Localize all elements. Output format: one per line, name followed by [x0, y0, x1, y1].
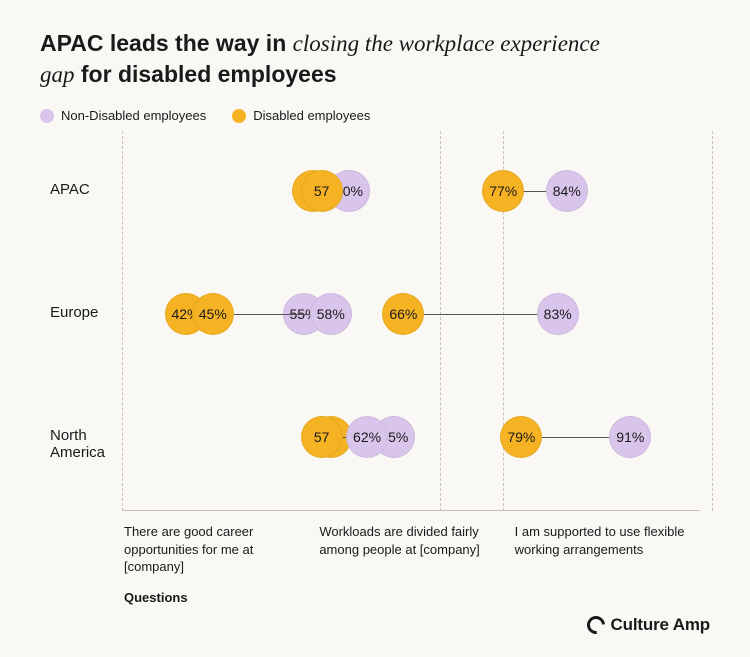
bubble-non-disabled: 62% — [346, 416, 388, 458]
bubble-non-disabled: 91% — [609, 416, 651, 458]
legend: Non-Disabled employees Disabled employee… — [40, 108, 710, 123]
brand-logo: Culture Amp — [587, 615, 711, 635]
bubble-non-disabled: 84% — [546, 170, 588, 212]
gridline — [440, 131, 441, 511]
connector — [403, 314, 557, 315]
bubble-non-disabled: 83% — [537, 293, 579, 335]
bubble-non-disabled: 58% — [310, 293, 352, 335]
question-labels: There are good career opportunities for … — [124, 523, 710, 576]
region-label: APAC — [50, 181, 90, 198]
chart-container: APAC leads the way in closing the workpl… — [0, 0, 750, 657]
question-label-2: I am supported to use flexible working a… — [515, 523, 710, 576]
chart-plot: APAC60%5660%5784%77%Europe55%42%58%45%83… — [50, 141, 710, 511]
region-label: Europe — [50, 304, 98, 321]
swatch-disabled — [232, 109, 246, 123]
question-label-0: There are good career opportunities for … — [124, 523, 319, 576]
region-label: North America — [50, 427, 105, 461]
bubble-disabled: 57 — [301, 170, 343, 212]
title-part-a: APAC leads the way in — [40, 30, 293, 56]
bubble-disabled: 57 — [301, 416, 343, 458]
axis-baseline — [122, 510, 700, 511]
bubble-disabled: 79% — [500, 416, 542, 458]
bubble-disabled: 45% — [192, 293, 234, 335]
gridline — [122, 131, 123, 511]
swatch-non-disabled — [40, 109, 54, 123]
questions-heading: Questions — [124, 590, 710, 605]
question-label-1: Workloads are divided fairly among peopl… — [319, 523, 514, 576]
legend-label-disabled: Disabled employees — [253, 108, 370, 123]
gridline — [712, 131, 713, 511]
legend-label-non-disabled: Non-Disabled employees — [61, 108, 206, 123]
legend-item-disabled: Disabled employees — [232, 108, 370, 123]
legend-item-non-disabled: Non-Disabled employees — [40, 108, 206, 123]
brand-icon — [583, 612, 608, 637]
bubble-disabled: 66% — [382, 293, 424, 335]
title-part-c: for disabled employees — [75, 61, 337, 87]
brand-text: Culture Amp — [611, 615, 711, 635]
bubble-disabled: 77% — [482, 170, 524, 212]
chart-title: APAC leads the way in closing the workpl… — [40, 28, 620, 90]
